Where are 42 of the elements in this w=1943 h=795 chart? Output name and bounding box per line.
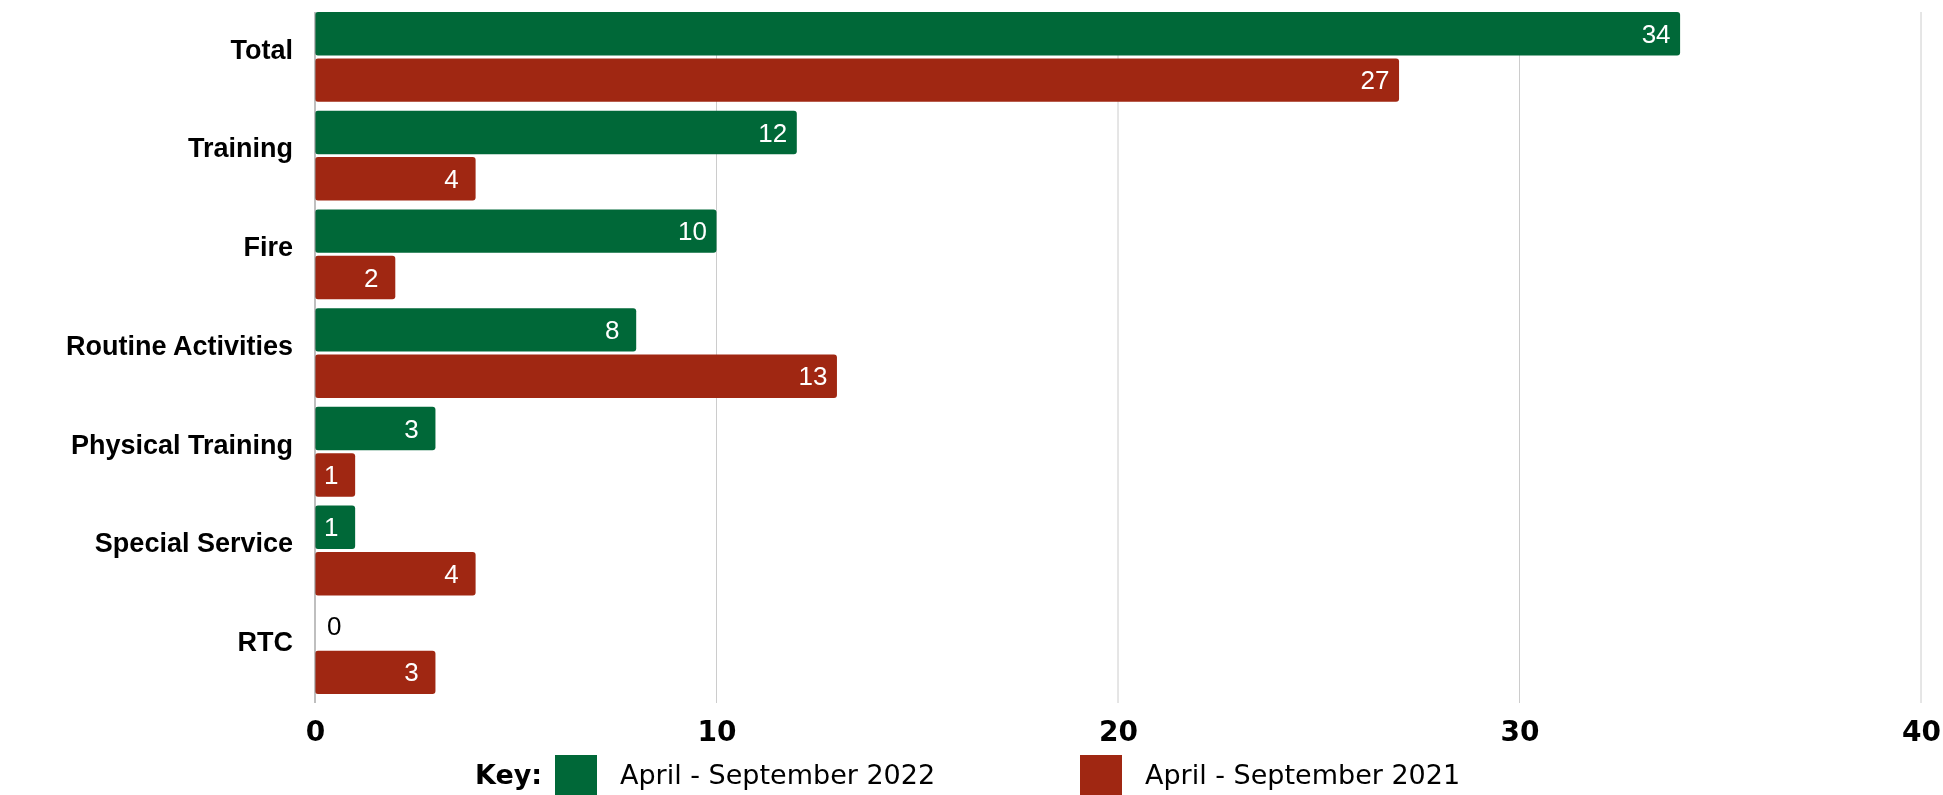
- legend-label: April - September 2021: [1145, 759, 1461, 791]
- data-label: 13: [798, 361, 828, 392]
- bar: [315, 354, 837, 398]
- data-label: 0: [327, 611, 342, 642]
- data-label: 1: [323, 512, 339, 543]
- legend-label: April - September 2022: [620, 759, 936, 791]
- bar: [315, 308, 637, 352]
- bar: [315, 551, 476, 596]
- x-tick-label: 10: [697, 714, 737, 748]
- y-tick-label: Total: [230, 34, 293, 65]
- x-tick-label: 20: [1099, 714, 1138, 748]
- y-tick-label: RTC: [237, 626, 293, 657]
- data-label: 2: [364, 262, 379, 293]
- bar: [315, 157, 476, 201]
- bar: [315, 110, 797, 155]
- bar: [315, 12, 1681, 56]
- data-label: 8: [604, 314, 620, 345]
- legend-title: Key:: [475, 759, 543, 791]
- data-label: 12: [758, 117, 788, 148]
- bar: [315, 255, 396, 300]
- x-tick-label: 30: [1500, 714, 1540, 748]
- data-label: 34: [1641, 18, 1671, 49]
- data-label: 27: [1360, 65, 1390, 96]
- data-label: 3: [404, 413, 419, 444]
- data-label: 3: [404, 657, 419, 688]
- y-tick-label: Physical Training: [70, 429, 293, 460]
- bar: [315, 406, 436, 451]
- data-label: 4: [444, 163, 459, 194]
- y-tick-label: Special Service: [94, 528, 293, 559]
- y-tick-label: Routine Activities: [65, 330, 293, 361]
- bar: [315, 58, 1400, 102]
- y-tick-label: Training: [187, 133, 293, 164]
- x-tick-label: 0: [305, 714, 326, 748]
- bar: [315, 505, 356, 550]
- y-tick-label: Fire: [243, 232, 293, 263]
- x-tick-label: 40: [1902, 714, 1941, 748]
- bar: [315, 209, 717, 253]
- data-label: 1: [323, 460, 339, 491]
- bar: [315, 650, 436, 695]
- bar: [315, 453, 356, 497]
- data-label: 4: [444, 558, 459, 589]
- data-label: 10: [678, 216, 707, 247]
